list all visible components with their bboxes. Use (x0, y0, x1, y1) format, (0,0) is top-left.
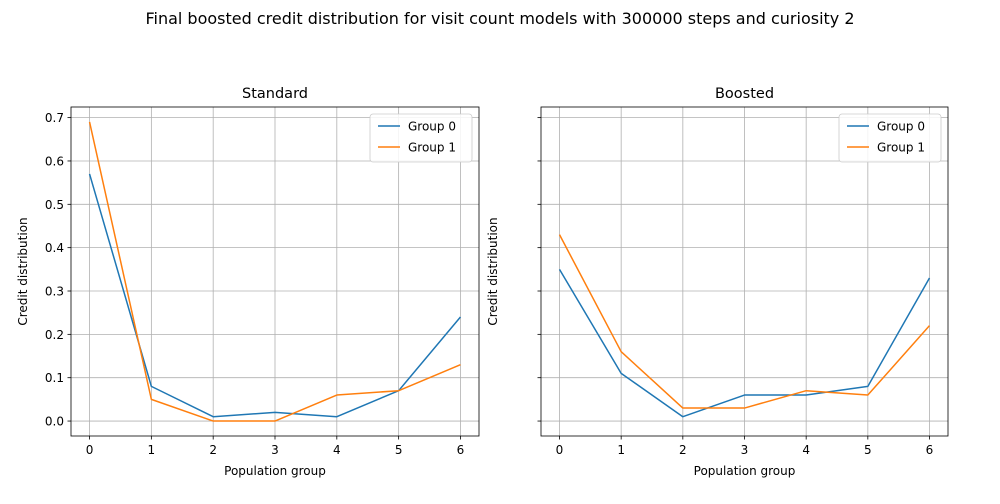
x-tick-label: 4 (802, 443, 810, 457)
x-tick-label: 3 (271, 443, 279, 457)
y-tick-label: 0.0 (45, 415, 64, 429)
panel-title: Boosted (715, 86, 774, 102)
chart-panel-2: 0 1 2 3 4 5 6 Population group Credit distributi… (486, 86, 949, 478)
x-tick-label: 4 (333, 443, 341, 457)
legend-label: Group 0 (877, 120, 925, 134)
y-axis-label: Credit distribution (16, 217, 30, 325)
legend-label: Group 1 (408, 141, 456, 155)
chart-panel-1: 0 1 2 3 4 5 6 0.0 0.1 0.2 0.3 0.4 0.5 0.6 0.7 Populatio… (16, 86, 480, 478)
x-tick-label: 0 (86, 443, 94, 457)
x-axis-label: Population group (694, 464, 796, 478)
x-tick-label: 2 (209, 443, 217, 457)
x-tick-label: 2 (679, 443, 687, 457)
panel-title: Standard (242, 86, 308, 102)
y-tick-label: 0.1 (45, 371, 64, 385)
y-tick-label: 0.7 (45, 111, 64, 125)
y-tick-label: 0.5 (45, 198, 64, 212)
y-tick-label: 0.3 (45, 285, 64, 299)
x-tick-label: 6 (926, 443, 934, 457)
legend-label: Group 1 (877, 141, 925, 155)
series-line-group-1 (558, 234, 931, 409)
y-tick-label: 0.4 (45, 241, 64, 255)
legend-label: Group 0 (408, 120, 456, 134)
y-axis-label: Credit distribution (486, 217, 500, 325)
x-tick-label: 5 (864, 443, 872, 457)
x-axis-label: Population group (224, 464, 326, 478)
figure-title: Final boosted credit distribution for vi… (145, 9, 854, 28)
x-tick-label: 0 (556, 443, 564, 457)
series-line-group-0 (558, 268, 931, 418)
x-tick-label: 5 (395, 443, 403, 457)
y-tick-label: 0.6 (45, 154, 64, 168)
legend: Group 0 Group 1 (838, 113, 942, 163)
x-tick-label: 6 (457, 443, 465, 457)
series-line-group-1 (88, 121, 461, 422)
y-tick-label: 0.2 (45, 328, 64, 342)
x-tick-label: 1 (617, 443, 625, 457)
x-tick-label: 1 (148, 443, 156, 457)
x-tick-label: 3 (741, 443, 749, 457)
grid (541, 107, 948, 436)
legend: Group 0 Group 1 (369, 113, 473, 163)
